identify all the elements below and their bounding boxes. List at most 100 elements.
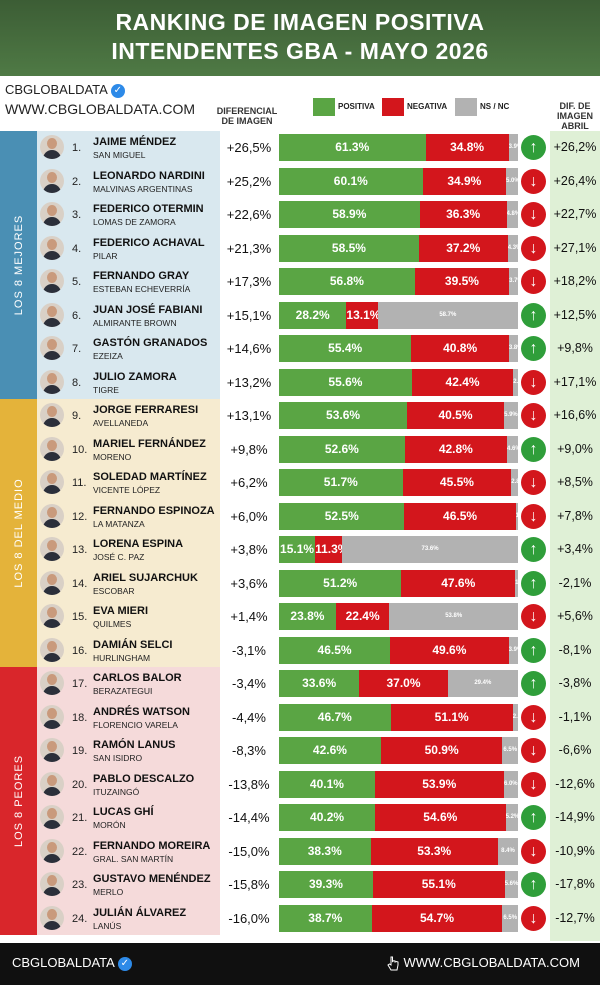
bar-positiva: 23.8% xyxy=(279,603,336,630)
dif-abril-value: -8,1% xyxy=(558,642,592,657)
group-band-peores xyxy=(0,667,37,935)
diferencial-value: +17,3% xyxy=(226,274,272,289)
footer-url-label: WWW.CBGLOBALDATA.COM xyxy=(403,955,580,970)
table-row: 6. JUAN JOSÉ FABIANI ALMIRANTE BROWN +15,1%… xyxy=(0,299,600,333)
arrow-up-icon: ↑ xyxy=(521,805,546,830)
table-row: 20. PABLO DESCALZO ITUZAINGÓ -13,8% 40.1% 53.… xyxy=(0,768,600,802)
footer-bar: CBGLOBALDATA ✓ WWW.CBGLOBALDATA.COM xyxy=(0,943,600,985)
bar-negativa: 11.3% xyxy=(315,536,343,563)
rank-number: 23. xyxy=(72,879,88,891)
table-row: 19. RAMÓN LANUS SAN ISIDRO -8,3% 42.6% 50.9% 6… xyxy=(0,734,600,768)
mayor-name: FEDERICO OTERMIN xyxy=(93,203,204,215)
dif-abril-value: -1,1% xyxy=(558,709,592,724)
avatar xyxy=(40,704,64,729)
rank-number: 1. xyxy=(72,142,82,154)
legend-positiva-label: POSITIVA xyxy=(338,102,375,111)
bar-positiva: 39.3% xyxy=(279,871,373,898)
arrow-up-icon: ↑ xyxy=(521,135,546,160)
diferencial-value: +15,1% xyxy=(226,307,272,323)
dif-abril-value: -17,8% xyxy=(555,877,595,891)
bar-positiva: 15.1% xyxy=(279,536,316,563)
bar-negativa: 49.6% xyxy=(390,636,509,664)
bar-negativa: 37.2% xyxy=(418,234,508,262)
name-band-peores xyxy=(37,667,220,935)
bar-nsnc: 5.0% xyxy=(506,167,518,195)
mayor-name: LUCAS GHÍ xyxy=(93,806,154,818)
dif-abril-value: +12,5% xyxy=(553,307,597,322)
diferencial-value: -8,3% xyxy=(232,743,266,758)
rank-number: 22. xyxy=(72,845,88,858)
diferencial-value: +3,8% xyxy=(230,542,268,557)
table-row: 4. FEDERICO ACHAVAL PILAR +21,3% 58.5% 37.2% 4… xyxy=(0,232,600,266)
bar-nsnc: 1.0% xyxy=(515,502,518,530)
diferencial-value: +14,6% xyxy=(226,341,272,356)
municipio-name: JOSÉ C. PAZ xyxy=(93,552,145,562)
avatar xyxy=(40,302,64,327)
bar-positiva: 55.6% xyxy=(279,368,412,396)
arrow-down-icon: ↓ xyxy=(521,235,546,261)
mayor-name: PABLO DESCALZO xyxy=(93,772,195,785)
diferencial-value: -13,8% xyxy=(228,776,270,792)
title-line-1: RANKING DE IMAGEN POSITIVA xyxy=(115,9,485,35)
bar-nsnc: 3.9% xyxy=(508,134,518,161)
diferencial-value: +9,8% xyxy=(230,441,268,457)
rank-number: 24. xyxy=(72,912,88,925)
bar-negativa: 53.3% xyxy=(370,837,498,865)
dif-abril-value: +7,8% xyxy=(557,508,593,523)
mayor-name: JUAN JOSÉ FABIANI xyxy=(93,303,203,316)
bar-negativa: 50.9% xyxy=(380,737,503,764)
stacked-bar: 46.5%49.6%3.9% xyxy=(279,636,518,664)
rank-number: 19. xyxy=(72,745,88,757)
bar-nsnc: 3.9% xyxy=(508,636,518,664)
bar-positiva: 61.3% xyxy=(279,134,426,161)
stacked-bar: 53.6% 40.5% 5.9% xyxy=(279,402,518,429)
avatar xyxy=(40,805,64,829)
table-row: 5. FERNANDO GRAY ESTEBAN ECHEVERRÍA +17,3% 5… xyxy=(0,265,600,299)
bar-nsnc: 6.0% xyxy=(503,770,518,798)
diferencial-value: +25,2% xyxy=(226,173,272,189)
bar-positiva: 40.1% xyxy=(279,770,375,798)
mayor-name: LEONARDO NARDINI xyxy=(93,169,205,182)
mayor-name: FERNANDO ESPINOZA xyxy=(93,504,215,517)
mayor-name: JULIO ZAMORA xyxy=(93,370,177,383)
footer-url[interactable]: WWW.CBGLOBALDATA.COM xyxy=(386,955,580,972)
mayor-name: JORGE FERRARESI xyxy=(93,404,199,416)
bar-negativa: 53.9% xyxy=(374,770,504,798)
dif-abril-value: +9,0% xyxy=(557,441,593,456)
diferencial-value: -3,4% xyxy=(232,676,266,691)
dif-abril-value: +26,2% xyxy=(553,140,597,154)
bar-negativa: 37.0% xyxy=(359,670,448,697)
bar-nsnc: 5.6% xyxy=(504,871,518,898)
arrow-down-icon: ↓ xyxy=(521,738,546,763)
diferencial-value: +6,2% xyxy=(230,475,268,490)
rank-number: 7. xyxy=(72,343,82,355)
arrow-down-icon: ↓ xyxy=(521,704,546,730)
municipio-name: SAN MIGUEL xyxy=(93,150,146,160)
bar-negativa: 46.5% xyxy=(404,502,516,530)
municipio-name: FLORENCIO VARELA xyxy=(93,719,178,730)
stacked-bar: 28.2% 13.1% 58.7% xyxy=(279,301,518,329)
diferencial-header: DIFERENCIAL DE IMAGEN xyxy=(216,106,278,126)
name-band-medio xyxy=(37,399,220,667)
bar-positiva: 40.2% xyxy=(279,804,376,831)
arrow-down-icon: ↓ xyxy=(521,269,546,294)
legend-nsnc-label: NS / NC xyxy=(480,102,510,111)
dif-abril-header: DIF. DE IMAGEN ABRIL xyxy=(557,101,593,131)
stacked-bar: 38.7% 54.7% 6.5% xyxy=(279,904,518,932)
dif-abril-value: -14,9% xyxy=(555,810,595,824)
footer-brand: CBGLOBALDATA ✓ xyxy=(12,955,132,971)
brand-name: CBGLOBALDATA ✓ xyxy=(5,82,125,98)
brand-url[interactable]: WWW.CBGLOBALDATA.COM xyxy=(5,101,196,117)
arrow-up-icon: ↑ xyxy=(521,302,546,328)
diferencial-value: -15,8% xyxy=(228,877,270,892)
diferencial-value: +22,6% xyxy=(226,207,272,222)
stacked-bar: 60.1%34.9%5.0% xyxy=(279,167,518,195)
municipio-name: VICENTE LÓPEZ xyxy=(93,485,161,495)
mayor-name: SOLEDAD MARTÍNEZ xyxy=(93,471,207,483)
avatar xyxy=(40,905,64,930)
legend-negativa-label: NEGATIVA xyxy=(407,102,448,111)
municipio-name: MORENO xyxy=(93,451,132,462)
bar-nsnc: 2.2% xyxy=(512,703,518,731)
footer-brand-label: CBGLOBALDATA xyxy=(12,955,115,970)
